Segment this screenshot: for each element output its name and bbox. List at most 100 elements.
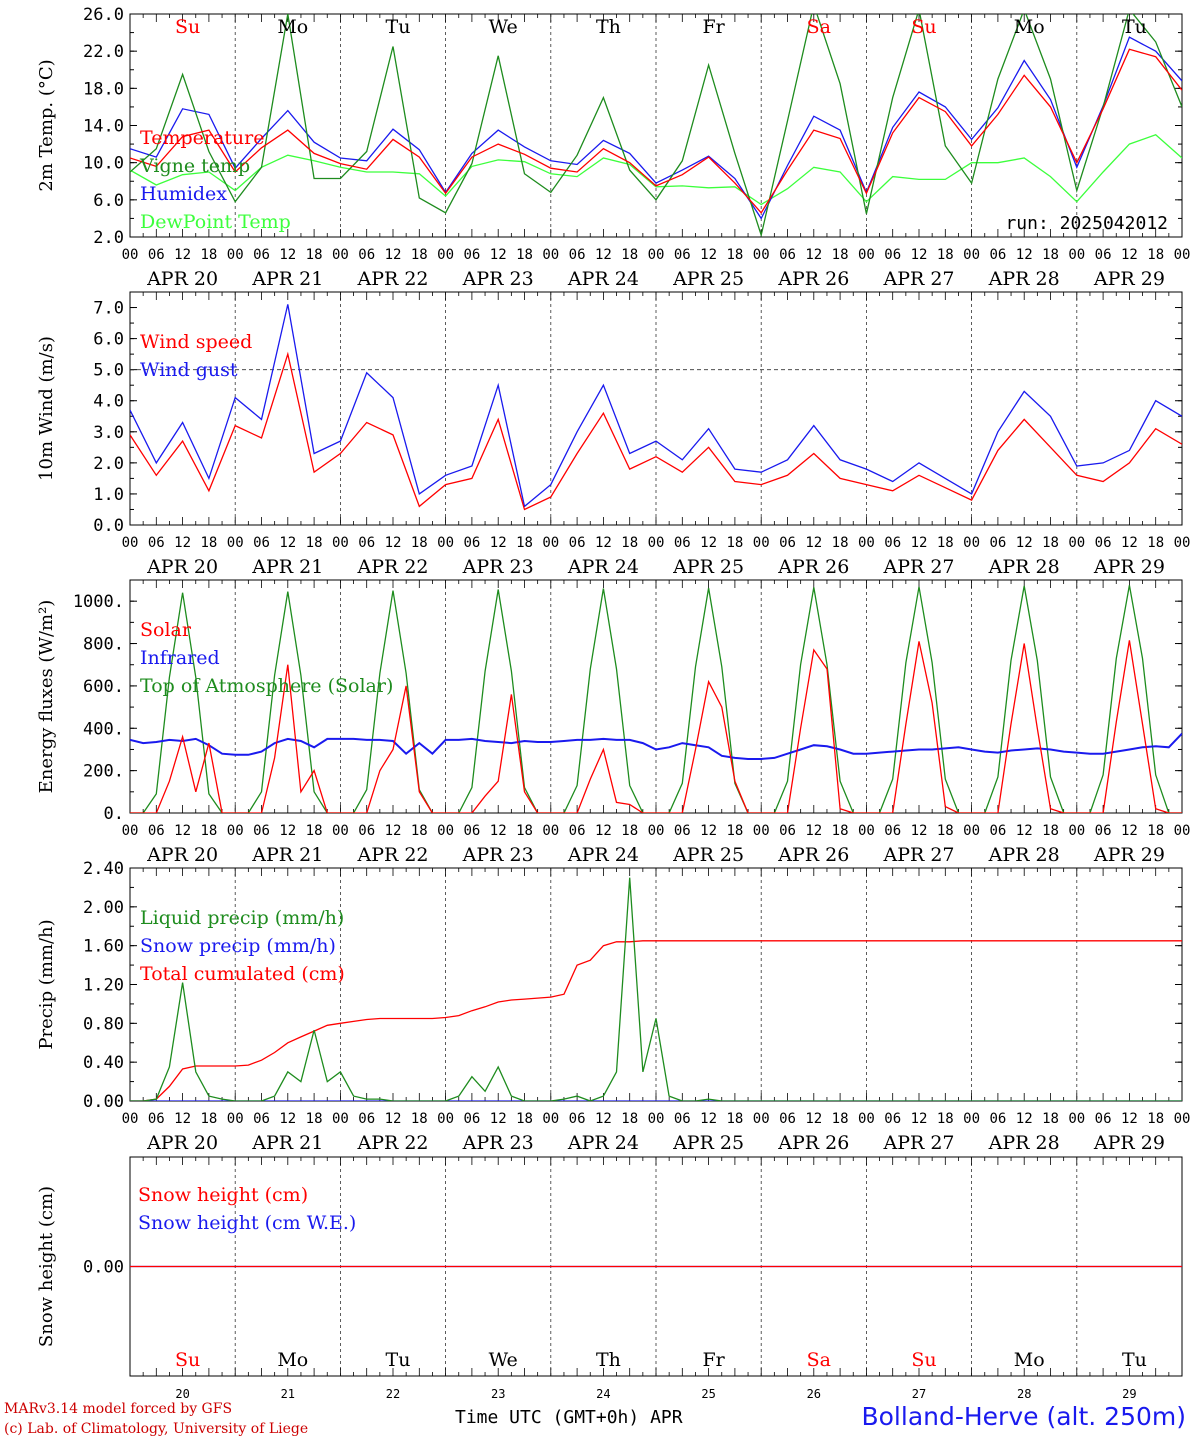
y-tick-label: 200. [83,762,124,782]
x-hour-label: 12 [700,535,717,551]
y-tick-label: 1.60 [83,937,124,957]
x-hour-label: 12 [700,1111,717,1127]
x-date-label: APR 24 [567,556,639,578]
x-hour-label: 00 [858,247,875,263]
model-credit: MARv3.14 model forced by GFS [4,1401,233,1417]
x-hour-label: 06 [989,1111,1006,1127]
x-hour-label: 12 [700,247,717,263]
x-hour-label: 12 [700,823,717,839]
legend-entry: Liquid precip (mm/h) [140,907,344,929]
x-hour-label: 18 [1042,247,1059,263]
y-tick-label: 6.0 [93,191,124,211]
x-date-label: APR 21 [251,268,323,290]
x-hour-label: 06 [148,823,165,839]
x-hour-label: 00 [332,535,349,551]
series-line-dewpoint-temp [130,134,1182,206]
x-hour-label: 00 [963,823,980,839]
x-hour-label: 18 [1042,535,1059,551]
x-hour-label: 18 [937,247,954,263]
panel-frame [129,13,1183,238]
x-date-label: APR 20 [146,1132,218,1154]
y-tick-label: 600. [83,677,124,697]
x-hour-label: 18 [1147,247,1164,263]
series-line-total-cumulated-cm- [130,940,1182,1101]
x-hour-label: 06 [884,1111,901,1127]
x-date-label: APR 22 [356,1132,428,1154]
series-line-liquid-precip-mm-h- [130,877,1182,1101]
x-date-label: APR 22 [356,268,428,290]
x-hour-label: 00 [332,247,349,263]
x-hour-label: 00 [963,1111,980,1127]
y-tick-label: 4.0 [93,392,124,412]
run-label: run: 2025042012 [1005,213,1168,234]
y-tick-label: 2.40 [83,859,124,879]
legend-entry: Solar [140,619,192,641]
y-axis-title: 10m Wind (m/s) [36,336,57,481]
x-date-label: APR 29 [1093,1132,1165,1154]
x-hour-label: 00 [542,247,559,263]
weekday-label: Th [596,1349,621,1371]
x-date-label: APR 20 [146,268,218,290]
weekday-label: Su [175,16,200,38]
weekday-label: Fr [702,1349,725,1371]
x-hour-label: 06 [1095,247,1112,263]
x-date-label: APR 27 [882,844,954,866]
x-hour-label: 06 [148,535,165,551]
weekday-label: Fr [702,16,725,38]
x-hour-label: 18 [411,823,428,839]
x-hour-label: 12 [1016,247,1033,263]
x-hour-label: 12 [595,247,612,263]
x-hour-label: 00 [858,1111,875,1127]
x-date-label: APR 20 [146,844,218,866]
x-hour-label: 06 [463,823,480,839]
x-hour-label: 18 [621,823,638,839]
x-hour-label: 00 [542,535,559,551]
x-date-label: APR 25 [672,1132,744,1154]
x-hour-label: 06 [569,823,586,839]
x-hour-label: 00 [437,1111,454,1127]
x-hour-label: 00 [648,1111,665,1127]
weekday-label: Mo [1014,1349,1045,1371]
weekday-label: Su [911,1349,936,1371]
x-hour-label: 06 [148,247,165,263]
series-line-vigne-temp [130,14,1182,237]
legend-entry: Total cumulated (cm) [140,963,345,985]
time-axis-label: Time UTC (GMT+0h) APR [455,1407,683,1428]
x-date-label: APR 29 [1093,844,1165,866]
x-hour-label: 06 [779,1111,796,1127]
x-day-number: 23 [491,1387,505,1400]
x-hour-label: 12 [805,823,822,839]
x-hour-label: 00 [122,1111,139,1127]
x-hour-label: 00 [1068,535,1085,551]
x-date-label: APR 21 [251,556,323,578]
x-date-label: APR 27 [882,556,954,578]
x-hour-label: 06 [358,823,375,839]
x-hour-label: 00 [332,823,349,839]
x-hour-label: 00 [122,247,139,263]
series-line-wind-gust [130,304,1182,508]
x-hour-label: 00 [122,535,139,551]
lab-credit: (c) Lab. of Climatology, University of L… [4,1421,309,1437]
x-hour-label: 18 [200,1111,217,1127]
legend-entry: Temperature [140,127,264,149]
legend-entry: Snow height (cm W.E.) [138,1212,356,1234]
x-hour-label: 18 [516,823,533,839]
x-hour-label: 06 [569,247,586,263]
x-date-label: APR 23 [462,556,534,578]
x-hour-label: 06 [1095,1111,1112,1127]
y-tick-label: 1.0 [93,485,124,505]
x-hour-label: 12 [385,1111,402,1127]
y-tick-label: 10.0 [83,154,124,174]
x-date-label: APR 22 [356,556,428,578]
x-hour-label: 12 [595,535,612,551]
y-axis-title: Energy fluxes (W/m²) [36,600,57,794]
x-date-label: APR 29 [1093,556,1165,578]
x-hour-label: 00 [753,823,770,839]
x-hour-label: 12 [805,1111,822,1127]
x-hour-label: 12 [1121,535,1138,551]
x-date-label: APR 26 [777,556,849,578]
x-hour-label: 18 [832,535,849,551]
x-hour-label: 12 [1121,823,1138,839]
x-hour-label: 12 [1016,823,1033,839]
x-hour-label: 18 [516,1111,533,1127]
